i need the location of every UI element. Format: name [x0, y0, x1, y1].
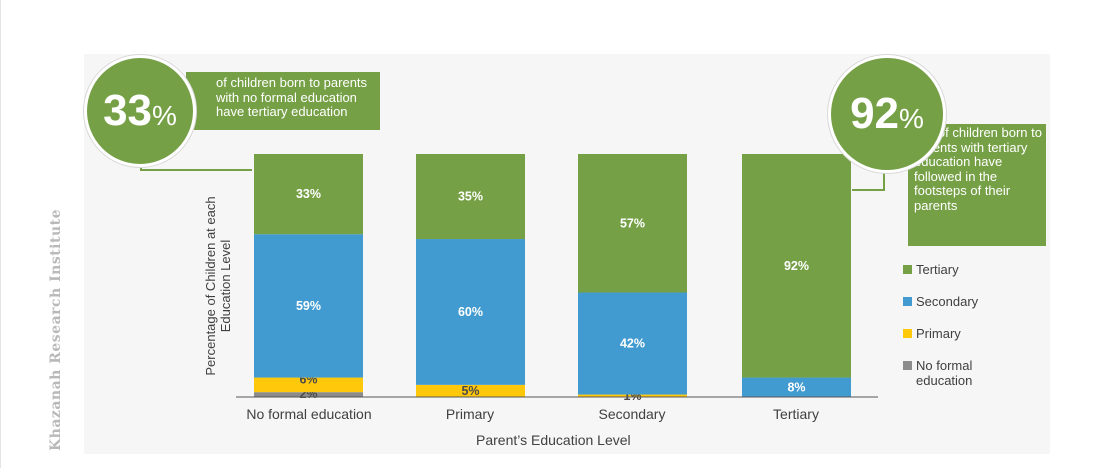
- bar-segment-tertiary: [742, 154, 851, 378]
- x-tick-label: No formal education: [246, 406, 371, 422]
- y-axis-title: Percentage of Children at each Education…: [203, 196, 233, 376]
- bar-data-label: 42%: [620, 337, 645, 351]
- bar-segment-primary: [254, 377, 363, 393]
- bar-data-label: 5%: [461, 384, 479, 398]
- legend-swatch: [903, 297, 912, 306]
- bar-segment-primary: [578, 394, 687, 397]
- bar-data-label: 60%: [458, 305, 483, 319]
- legend-label: Secondary: [916, 294, 979, 309]
- bar-segment-secondary: [578, 292, 687, 395]
- bar-data-label: 35%: [458, 190, 483, 204]
- bar-segment-tertiary: [578, 154, 687, 293]
- callout-right-text-first: of children born to: [937, 125, 1042, 140]
- bar-segment-secondary: [254, 234, 363, 378]
- legend-label: Primary: [916, 326, 961, 341]
- legend-swatch: [903, 329, 912, 338]
- callout-right-circle: 92%: [828, 55, 946, 173]
- x-tick-label: Secondary: [599, 406, 666, 422]
- bar-segment-no_formal: [254, 392, 363, 397]
- bar-data-label: 59%: [296, 299, 321, 313]
- callout-left-text: of children born to parents with no form…: [216, 75, 368, 119]
- legend-label: No formal education: [916, 358, 973, 388]
- page-edge: [0, 0, 1, 468]
- bar-data-label: 57%: [620, 216, 645, 230]
- legend-item-primary: Primary: [903, 326, 961, 341]
- bar-segment-secondary: [416, 239, 525, 385]
- bar-segment-tertiary: [416, 154, 525, 240]
- legend-item-no-formal: No formal education: [903, 358, 989, 388]
- callout-right-connector: [852, 166, 885, 191]
- callout-right-value: 92: [850, 89, 900, 138]
- bar-data-label: 92%: [784, 259, 809, 273]
- legend-item-secondary: Secondary: [903, 294, 978, 309]
- x-tick-label: Tertiary: [773, 406, 819, 422]
- legend-item-tertiary: Tertiary: [903, 262, 959, 277]
- bar-data-label: 33%: [296, 187, 321, 201]
- x-axis-title: Parent’s Education Level: [476, 432, 631, 448]
- callout-left-circle: 33%: [84, 55, 196, 167]
- bar-segment-secondary: [742, 377, 851, 397]
- legend-swatch: [903, 361, 912, 370]
- callout-right-unit: %: [899, 103, 924, 134]
- callout-left-unit: %: [152, 100, 177, 131]
- x-tick-label: Primary: [446, 406, 494, 422]
- callout-left-box: of children born to parents with no form…: [186, 72, 380, 130]
- bar-segment-tertiary: [254, 154, 363, 235]
- bar-data-label: 8%: [787, 380, 805, 394]
- callout-right-text-rest: parents with tertiary education have fol…: [914, 139, 1028, 213]
- legend-swatch: [903, 265, 912, 274]
- bar-segment-primary: [416, 384, 525, 397]
- callout-left-value: 33: [103, 86, 153, 135]
- legend-label: Tertiary: [916, 262, 959, 277]
